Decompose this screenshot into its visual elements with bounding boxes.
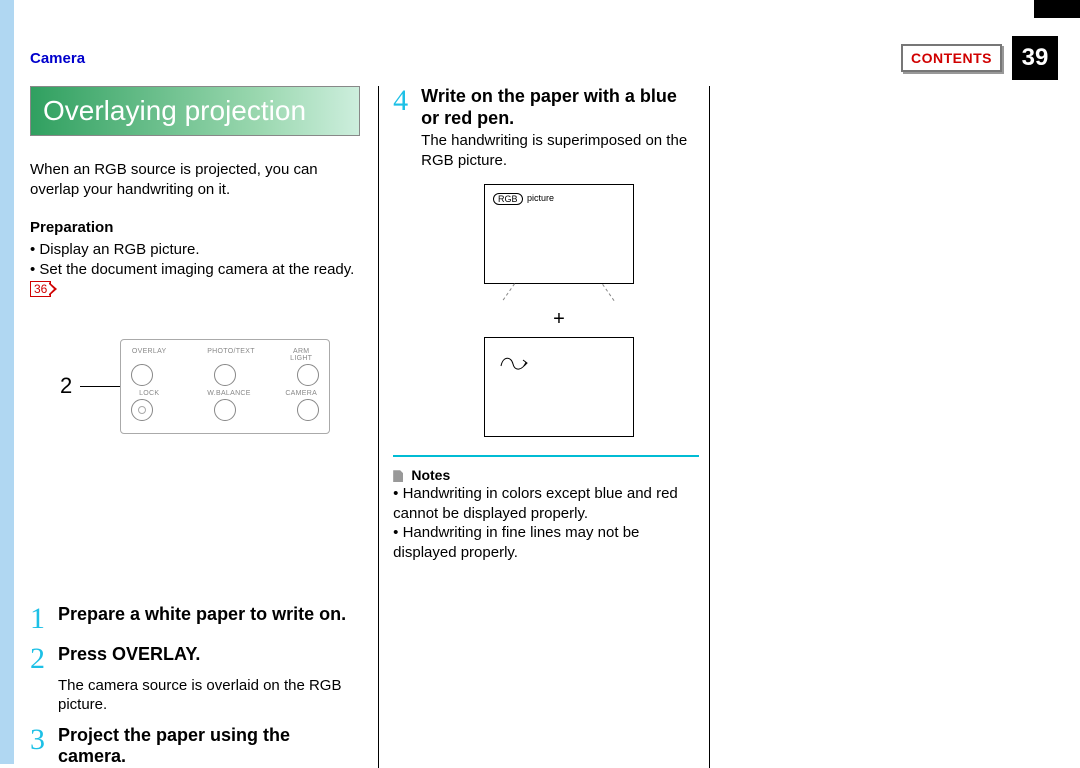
column-left: Overlaying projection When an RGB source…	[30, 86, 360, 768]
preparation-list: Display an RGB picture. Set the document…	[30, 240, 360, 299]
panel-button-icon	[214, 364, 236, 386]
preparation-heading: Preparation	[30, 219, 360, 236]
panel-button-icon	[297, 399, 319, 421]
panel-label: W.BALANCE	[207, 390, 243, 397]
panel-label: OVERLAY	[131, 348, 167, 362]
step-number: 3	[30, 725, 52, 755]
panel-callout-number: 2	[60, 373, 72, 399]
overlay-diagram: RGB picture +	[419, 184, 699, 437]
control-panel-diagram: 2 OVERLAY PHOTO/TEXT ARM LIGHT LOCK	[30, 339, 360, 434]
step-body: The camera source is overlaid on the RGB…	[58, 676, 360, 715]
panel-label: ARM LIGHT	[283, 348, 319, 362]
panel-label: CAMERA	[283, 390, 319, 397]
intro-text: When an RGB source is projected, you can…	[30, 160, 360, 199]
step-1: 1 Prepare a white paper to write on.	[30, 604, 360, 634]
divider	[393, 455, 699, 457]
step-title: Press OVERLAY.	[58, 644, 200, 666]
step-4: 4 Write on the paper with a blue or red …	[393, 86, 699, 129]
column-right	[728, 86, 1058, 768]
panel-button-icon	[214, 399, 236, 421]
panel-label: LOCK	[131, 390, 167, 397]
preparation-item-text: Set the document imaging camera at the r…	[39, 261, 354, 278]
page-title: Overlaying projection	[30, 86, 360, 136]
preparation-item: Display an RGB picture.	[30, 240, 360, 260]
page-ref-badge[interactable]: 36	[30, 281, 51, 297]
page-ref-chevron-icon	[49, 282, 57, 296]
step-2: 2 Press OVERLAY.	[30, 644, 360, 674]
projection-lines-icon	[484, 284, 634, 302]
page-header: Camera CONTENTS 39	[22, 36, 1058, 80]
step-title: Project the paper using the camera.	[58, 725, 360, 768]
rgb-pill: RGB	[493, 193, 523, 205]
panel-button-icon	[297, 364, 319, 386]
notes-heading-row: Notes	[393, 467, 699, 484]
top-tab	[1034, 0, 1080, 18]
notes-list: Handwriting in colors except blue and re…	[393, 484, 699, 562]
preparation-item: Set the document imaging camera at the r…	[30, 260, 360, 299]
panel-leader-line	[80, 386, 120, 387]
page-number: 39	[1012, 36, 1058, 80]
section-label: Camera	[30, 50, 85, 67]
step-title: Write on the paper with a blue or red pe…	[421, 86, 699, 129]
rgb-label: picture	[527, 193, 554, 203]
step-number: 1	[30, 604, 52, 634]
panel-button-icon	[131, 399, 153, 421]
step-title: Prepare a white paper to write on.	[58, 604, 346, 626]
handwriting-icon	[499, 352, 529, 374]
step-number: 2	[30, 644, 52, 674]
panel-box: OVERLAY PHOTO/TEXT ARM LIGHT LOCK W.BALA…	[120, 339, 330, 434]
paper-box	[484, 337, 634, 437]
left-accent-bar	[0, 0, 14, 764]
notes-item: Handwriting in colors except blue and re…	[393, 484, 699, 523]
step-body: The handwriting is superimposed on the R…	[421, 131, 699, 170]
panel-button-icon	[131, 364, 153, 386]
step-3: 3 Project the paper using the camera.	[30, 725, 360, 768]
notes-heading: Notes	[411, 467, 450, 483]
plus-icon: +	[553, 308, 565, 331]
contents-button[interactable]: CONTENTS	[901, 44, 1002, 72]
panel-label: PHOTO/TEXT	[207, 348, 243, 362]
column-middle: 4 Write on the paper with a blue or red …	[378, 86, 710, 768]
rgb-screen-box: RGB picture	[484, 184, 634, 284]
notes-icon	[393, 470, 403, 482]
step-number: 4	[393, 86, 415, 116]
notes-item: Handwriting in fine lines may not be dis…	[393, 523, 699, 562]
